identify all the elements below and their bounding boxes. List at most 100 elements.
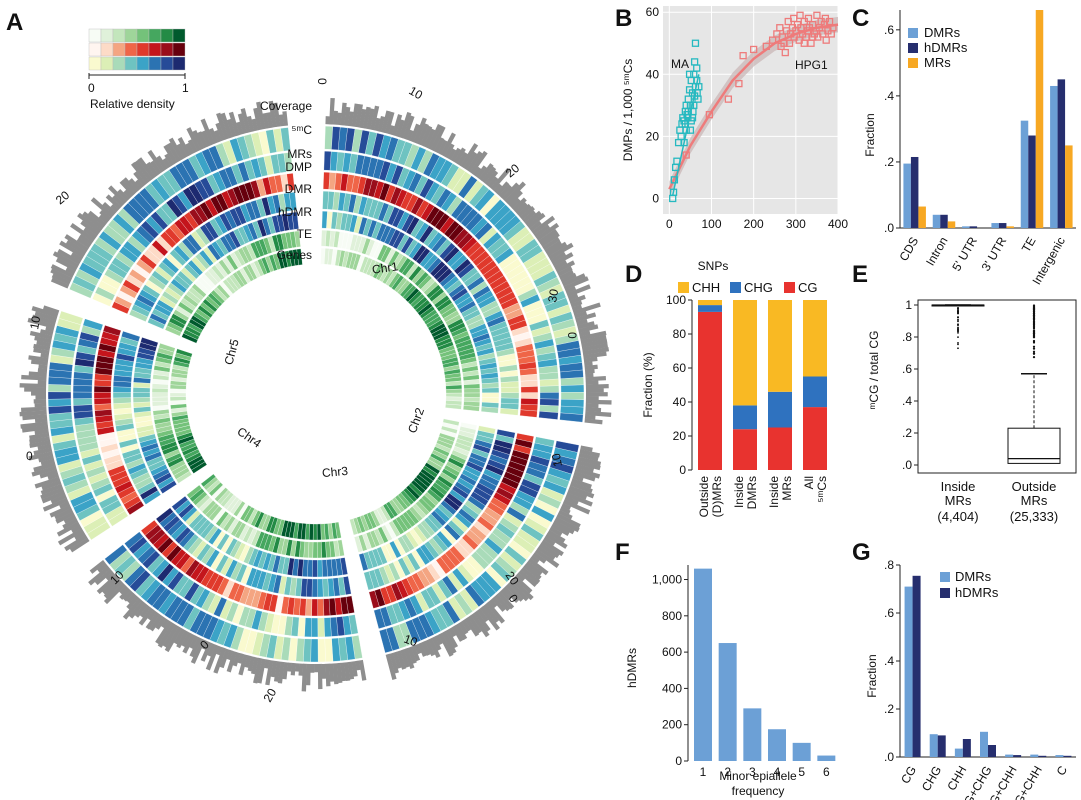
coverage-bar: [122, 598, 143, 620]
coverage-bar: [463, 151, 478, 170]
coverage-bar: [226, 649, 234, 661]
coverage-bar: [294, 663, 300, 672]
dmp-cell: [102, 324, 122, 337]
coverage-bar: [572, 302, 601, 315]
coverage-bar: [548, 242, 574, 260]
track-label-5mc: ⁵ᵐC: [291, 123, 312, 137]
coverage-bar: [544, 240, 562, 254]
coverage-bar: [572, 474, 584, 482]
category-label: TE: [1019, 235, 1039, 255]
legend-swatch: [160, 28, 174, 43]
coverage-bar: [321, 663, 327, 679]
hdmr-cell: [132, 392, 151, 398]
coverage-bar: [290, 662, 296, 676]
coverage-bar: [561, 502, 572, 511]
bar-dmrs: [903, 163, 911, 228]
mrs-cell: [72, 398, 93, 406]
coverage-bar: [509, 197, 521, 209]
outlier-point: [957, 319, 959, 321]
legend-swatch: [136, 42, 150, 57]
chr5-tick-20: 20: [53, 188, 72, 208]
coverage-bar: [570, 300, 583, 308]
coverage-bar: [490, 167, 511, 191]
category-label: CDS: [896, 235, 921, 264]
coverage-bar: [70, 252, 83, 262]
coverage-bar: [578, 452, 599, 462]
coverage-bar: [99, 209, 112, 221]
panel-letter-c: C: [852, 5, 869, 32]
outlier-point: [957, 328, 959, 331]
5mc-cell: [104, 544, 128, 566]
coverage-bar: [168, 137, 185, 161]
legend-swatch: [100, 28, 114, 43]
ma-point: [690, 58, 699, 66]
hpg1-point: [739, 52, 747, 60]
coverage-bar: [451, 625, 464, 642]
legend-swatch: [112, 28, 126, 43]
coverage-bar: [305, 663, 311, 686]
coverage-bar: [553, 260, 568, 270]
coverage-bar: [585, 375, 607, 382]
category-label: Inside: [767, 476, 781, 508]
bar-mrs: [947, 221, 956, 228]
coverage-bar: [585, 399, 612, 405]
coverage-bar: [355, 660, 361, 671]
coverage-bar: [50, 264, 74, 279]
chr1-label: Chr1: [371, 259, 399, 277]
coverage-bar: [123, 189, 133, 199]
coverage-bar: [575, 312, 597, 323]
box-plot-e: .0.2.4.6.81InsideMRs(4,404)OutsideMRs(25…: [902, 298, 1077, 524]
coverage-bar: [190, 638, 206, 664]
coverage-bar: [543, 536, 556, 546]
legend-swatch: [172, 56, 186, 71]
dmr-cell: [500, 392, 520, 399]
te-cell: [463, 388, 481, 394]
coverage-bar: [583, 356, 598, 363]
ma-point: [686, 126, 695, 134]
panel-letter-d: D: [625, 261, 642, 288]
coverage-bar: [310, 663, 315, 673]
legend-swatch: [148, 56, 162, 71]
coverage-bar: [64, 234, 89, 252]
coverage-bar: [34, 311, 58, 322]
dmr-cell: [363, 571, 375, 591]
chr5-tick-10: 10: [27, 315, 43, 331]
coverage-bar: [34, 417, 48, 424]
legend-label: CHH: [692, 280, 720, 295]
te-cell: [463, 383, 481, 390]
coverage-bar: [384, 111, 395, 134]
coverage-bar: [545, 533, 568, 549]
coverage-bar: [510, 578, 534, 601]
coverage-bar: [487, 176, 499, 189]
coverage-bar: [105, 571, 116, 581]
coverage-bar: [478, 163, 494, 181]
coverage-bar: [33, 447, 53, 456]
chr2-label: Chr2: [405, 406, 427, 436]
outlier-point: [1032, 347, 1036, 350]
panel-e-ylabel: ᵐCG / total CG: [867, 331, 881, 410]
coverage-bar: [52, 251, 80, 269]
coverage-bar: [557, 266, 573, 277]
outlier-point: [957, 323, 959, 326]
coverage-bar: [219, 648, 230, 669]
coverage-bar: [569, 481, 593, 494]
5mc-cell: [47, 398, 72, 407]
coverage-bar: [508, 580, 529, 602]
outlier-point: [1032, 318, 1036, 321]
hpg1-point: [796, 11, 804, 19]
legend-label: CG: [798, 280, 818, 295]
dmr-cell: [500, 386, 520, 394]
scatter-plot-b: 0 100 200 300 400 0 20 40 60: [646, 5, 849, 231]
y-tick-label: 0: [679, 463, 686, 477]
outlier-point: [1032, 314, 1036, 317]
coverage-bar: [506, 190, 523, 206]
mrs-cell: [124, 531, 144, 550]
coverage-bar: [87, 210, 107, 227]
coverage-bar: [64, 534, 88, 552]
coverage-bar: [585, 380, 599, 385]
dmr-cell: [112, 397, 132, 404]
coverage-bar: [431, 636, 442, 651]
outlier-point: [1032, 332, 1036, 335]
coverage-bar: [41, 490, 66, 504]
hpg1-point: [804, 14, 813, 23]
